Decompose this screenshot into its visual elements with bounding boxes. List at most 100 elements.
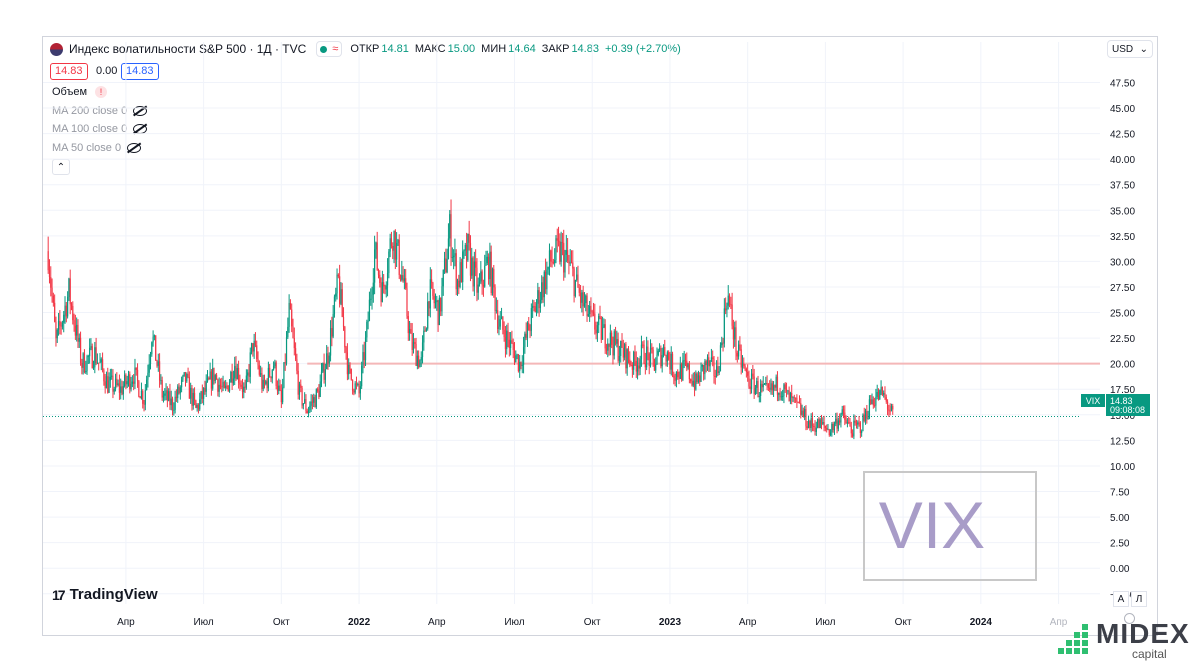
candle-body xyxy=(374,249,376,283)
candle-body xyxy=(327,353,329,364)
candle-body xyxy=(871,399,873,405)
candle-body xyxy=(247,372,249,376)
candle-body xyxy=(674,377,676,381)
log-scale-button[interactable]: Л xyxy=(1131,591,1147,607)
candle-body xyxy=(732,325,735,340)
y-tick-label: 37.50 xyxy=(1110,181,1135,192)
candle-body xyxy=(811,418,814,427)
indicator-ma50[interactable]: MA 50 close 0 xyxy=(52,142,142,154)
candle-body xyxy=(179,387,181,394)
candle-body xyxy=(256,345,258,359)
candle-body xyxy=(323,363,325,380)
candle-body xyxy=(326,353,328,370)
candle-body xyxy=(490,251,492,294)
candle-body xyxy=(516,354,518,356)
x-tick-label: 2023 xyxy=(659,617,682,628)
candle-body xyxy=(416,355,418,366)
candle-body xyxy=(666,352,668,362)
hidden-eye-icon[interactable] xyxy=(127,143,142,153)
candle-body xyxy=(252,343,254,352)
candle-body xyxy=(293,338,295,349)
candle-body xyxy=(573,268,575,297)
candle-body xyxy=(410,328,412,334)
candle-body xyxy=(126,381,128,385)
candle-body xyxy=(178,386,180,394)
candle-body xyxy=(381,282,383,302)
candle-body xyxy=(223,382,225,389)
candle-body xyxy=(149,354,152,365)
candle-body xyxy=(771,383,773,391)
currency-select[interactable]: USD ⌄ xyxy=(1107,40,1153,58)
candle-body xyxy=(105,376,108,389)
y-tick-label: 0.00 xyxy=(1110,564,1130,575)
market-status-pill[interactable]: ≈ xyxy=(316,41,343,57)
indicator-volume[interactable]: Объем ! xyxy=(52,86,108,98)
warning-icon[interactable]: ! xyxy=(95,86,108,98)
candle-body xyxy=(267,367,269,389)
tradingview-logo[interactable]: 17 TradingView xyxy=(52,586,158,603)
change-value: +0.39 (+2.70%) xyxy=(604,43,681,55)
candle-body xyxy=(859,422,861,433)
candle-body xyxy=(60,325,62,327)
gear-icon[interactable] xyxy=(1124,613,1135,624)
candle-body xyxy=(621,340,623,348)
candle-body xyxy=(411,333,413,350)
candle-body xyxy=(675,371,678,381)
candle-body xyxy=(863,414,865,421)
candle-body xyxy=(797,401,799,403)
candle-body xyxy=(275,362,277,386)
symbol-title[interactable]: Индекс волатильности S&P 500 · 1Д · TVC xyxy=(69,42,307,56)
buy-price-button[interactable]: 14.83 xyxy=(121,63,159,80)
candle-body xyxy=(494,287,496,311)
candle-body xyxy=(585,295,587,304)
candle-body xyxy=(55,321,57,339)
auto-scale-button[interactable]: A xyxy=(1113,591,1129,607)
candle-body xyxy=(170,398,172,406)
candle-body xyxy=(879,390,881,400)
candle-body xyxy=(398,239,400,275)
candle-body xyxy=(389,238,391,252)
candle-body xyxy=(431,279,433,283)
candle-body xyxy=(837,420,839,429)
candle-body xyxy=(570,262,573,264)
candle-body xyxy=(612,344,614,356)
candle-body xyxy=(813,426,815,427)
sell-price-button[interactable]: 14.83 xyxy=(50,63,88,80)
candle-body xyxy=(200,391,202,400)
candle-body xyxy=(454,253,456,256)
candle-body xyxy=(677,371,679,378)
high-value: МАКС 15.00 xyxy=(414,43,476,55)
candle-body xyxy=(236,367,238,380)
candle-body xyxy=(885,397,887,402)
candle-body xyxy=(368,299,371,322)
candle-body xyxy=(591,311,593,313)
candle-body xyxy=(853,420,855,437)
candle-body xyxy=(520,362,522,366)
candle-body xyxy=(112,375,114,392)
candle-body xyxy=(371,294,373,299)
candle-body xyxy=(230,371,232,383)
candle-body xyxy=(70,304,73,306)
candle-body xyxy=(228,382,231,392)
candle-body xyxy=(357,384,359,385)
candle-body xyxy=(282,387,284,403)
candle-body xyxy=(328,355,330,364)
candle-body xyxy=(122,386,124,395)
candle-body xyxy=(555,238,557,261)
midex-logo: MIDEX capital xyxy=(1058,620,1190,660)
candle-body xyxy=(820,419,823,424)
candle-body xyxy=(708,357,710,367)
hidden-eye-icon[interactable] xyxy=(133,106,148,116)
candle-body xyxy=(763,384,766,385)
candle-body xyxy=(473,261,475,287)
y-tick-label: 7.50 xyxy=(1110,488,1130,499)
candle-body xyxy=(782,396,784,397)
candle-body xyxy=(858,422,860,424)
candle-body xyxy=(481,271,483,285)
candle-body xyxy=(465,244,468,261)
candle-body xyxy=(201,391,203,399)
candle-body xyxy=(748,375,750,387)
candle-body xyxy=(601,327,604,340)
candle-body xyxy=(862,414,864,432)
